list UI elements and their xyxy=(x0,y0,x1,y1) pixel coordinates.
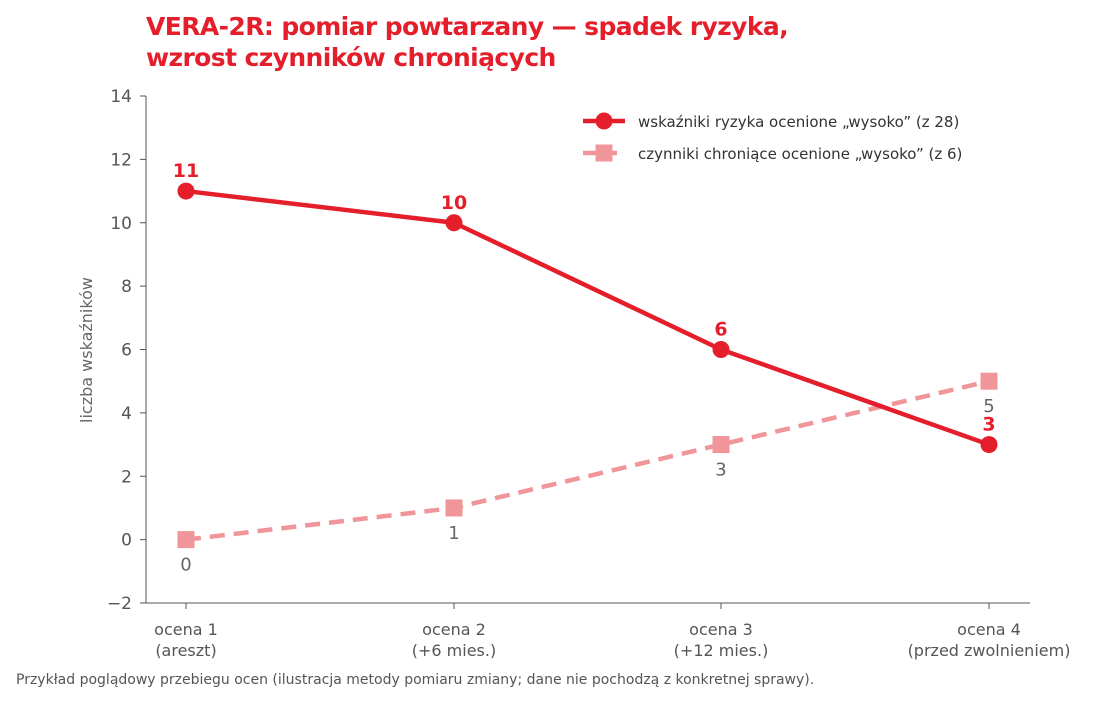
y-tick-label: 4 xyxy=(121,404,132,424)
protective-point xyxy=(177,531,195,549)
y-axis-label: liczba wskaźników xyxy=(77,277,96,423)
y-tick-label: 2 xyxy=(121,467,132,487)
y-tick-label: 14 xyxy=(110,87,132,107)
x-tick-label: ocena 2 xyxy=(422,620,486,639)
legend-marker-circle xyxy=(595,112,613,130)
protective-data-label: 0 xyxy=(180,555,191,576)
legend-label: czynniki chroniące ocenione „wysoko” (z … xyxy=(638,145,962,163)
protective-point xyxy=(980,372,998,390)
chart-footnote: Przykład poglądowy przebiegu ocen (ilust… xyxy=(16,672,815,688)
x-tick-label: (+6 mies.) xyxy=(412,641,496,660)
y-tick-label: 6 xyxy=(121,341,132,361)
x-tick-label: ocena 3 xyxy=(689,620,753,639)
protective-data-label: 1 xyxy=(448,523,459,544)
risk-data-label: 6 xyxy=(714,319,727,341)
protective-point xyxy=(712,436,730,454)
protective-factors-line xyxy=(185,378,990,542)
protective-data-label: 5 xyxy=(983,396,994,417)
legend-marker-square xyxy=(595,144,613,162)
y-tick-label: 10 xyxy=(110,214,132,234)
risk-indicators-line xyxy=(185,188,990,447)
y-tick-label: −2 xyxy=(107,594,132,614)
y-tick-label: 0 xyxy=(121,531,132,551)
y-tick-label: 12 xyxy=(110,150,132,170)
risk-point xyxy=(177,182,195,200)
chart-title-line-2: wzrost czynników chroniących xyxy=(146,43,556,72)
protective-data-label: 3 xyxy=(715,460,726,481)
chart-title-line-1: VERA-2R: pomiar powtarzany — spadek ryzy… xyxy=(146,12,789,41)
y-tick-label: 8 xyxy=(121,277,132,297)
protective-point xyxy=(445,499,463,517)
x-tick-label: (przed zwolnieniem) xyxy=(908,641,1071,660)
legend-label: wskaźniki ryzyka ocenione „wysoko” (z 28… xyxy=(638,113,959,131)
x-tick-label: (areszt) xyxy=(155,641,216,660)
risk-point xyxy=(712,341,730,358)
risk-data-label: 10 xyxy=(441,192,467,214)
risk-point xyxy=(980,436,998,454)
risk-data-label: 3 xyxy=(982,414,995,436)
risk-point xyxy=(445,214,463,232)
x-tick-label: (+12 mies.) xyxy=(674,641,769,660)
risk-data-label: 11 xyxy=(173,160,199,182)
x-tick-label: ocena 4 xyxy=(957,620,1021,639)
x-tick-label: ocena 1 xyxy=(154,620,218,639)
